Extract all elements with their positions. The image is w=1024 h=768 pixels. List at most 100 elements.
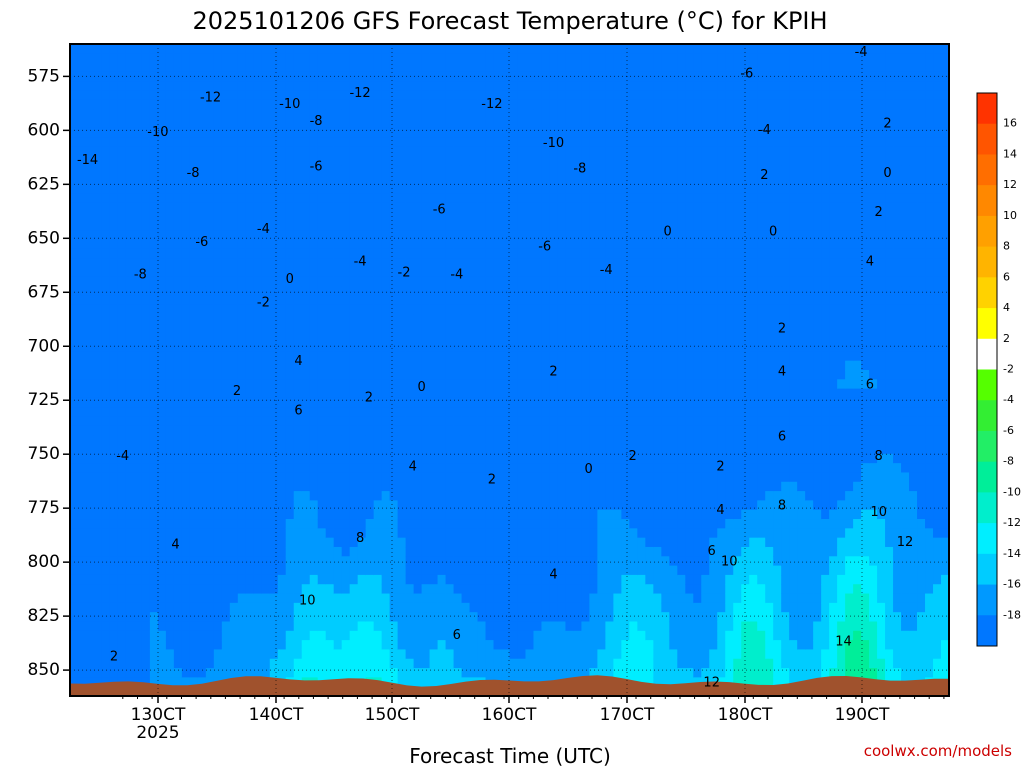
temp-cell [589, 370, 598, 380]
temp-cell [373, 109, 383, 120]
temp-cell [421, 509, 431, 520]
temp-cell [349, 258, 359, 269]
temp-cell [389, 174, 399, 185]
temp-cell [365, 220, 375, 231]
temp-cell [125, 658, 135, 669]
temp-cell [253, 407, 263, 418]
temp-cell [149, 53, 159, 64]
temp-cell [333, 174, 343, 185]
temp-cell [173, 565, 183, 576]
temp-cell [85, 668, 95, 678]
temp-cell [245, 81, 255, 92]
temp-cell [341, 53, 351, 64]
temp-cell [357, 453, 367, 464]
temp-cell [325, 71, 335, 82]
temp-cell [461, 99, 471, 110]
temp-cell [573, 537, 583, 548]
temp-cell [293, 491, 303, 501]
temp-cell [301, 127, 311, 138]
temp-cell [109, 509, 119, 520]
temp-cell [421, 109, 431, 120]
temp-cell [101, 444, 111, 455]
temp-cell [613, 276, 622, 287]
temp-cell [525, 220, 535, 231]
temp-cell [517, 332, 527, 343]
temp-cell [541, 407, 551, 418]
temp-cell [109, 668, 119, 678]
temp-cell [157, 556, 167, 567]
temp-cell [421, 248, 431, 259]
temp-cell [221, 342, 231, 352]
temp-cell [397, 127, 407, 138]
temp-cell [549, 444, 559, 455]
temp-cell [125, 71, 135, 82]
temp-cell [589, 453, 598, 464]
temp-cell [461, 44, 471, 54]
temp-cell [517, 220, 527, 231]
temp-cell [197, 165, 207, 175]
temp-cell [237, 491, 247, 501]
temp-cell [285, 472, 295, 483]
temp-cell [357, 491, 367, 501]
temp-cell [205, 304, 215, 315]
temp-cell [317, 481, 327, 492]
temp-cell [133, 230, 143, 241]
temp-cell [629, 481, 638, 492]
temp-cell [341, 109, 351, 120]
temp-cell [173, 258, 183, 269]
temp-cell [237, 640, 247, 651]
temp-cell [501, 528, 511, 539]
temp-cell [117, 640, 127, 651]
temp-cell [173, 332, 183, 343]
temp-cell [581, 276, 591, 287]
temp-cell [541, 491, 551, 501]
temp-cell [221, 90, 231, 101]
temp-cell [557, 435, 567, 446]
temp-cell [253, 463, 263, 474]
temp-cell [157, 537, 167, 548]
temp-cell [477, 286, 487, 297]
temp-cell [293, 537, 303, 548]
temp-cell [525, 286, 535, 297]
temp-cell [421, 276, 431, 287]
temp-cell [205, 248, 215, 259]
temp-cell [277, 351, 287, 362]
temp-cell [565, 416, 575, 427]
temp-cell [437, 351, 447, 362]
temp-cell [421, 360, 431, 371]
temp-cell [613, 202, 622, 213]
temp-cell [445, 537, 455, 548]
temp-cell [261, 509, 271, 520]
temp-cell [493, 44, 503, 54]
temp-cell [469, 379, 479, 390]
temp-cell [405, 220, 415, 231]
temp-cell [301, 425, 311, 436]
temp-cell [549, 53, 559, 64]
temp-cell [397, 62, 407, 73]
temp-cell [325, 388, 335, 399]
temp-cell [221, 53, 231, 64]
temp-cell [509, 593, 519, 604]
temp-cell [397, 342, 407, 352]
temp-cell [493, 481, 503, 492]
temp-cell [469, 481, 479, 492]
temp-cell [133, 53, 143, 64]
temp-cell [397, 593, 407, 604]
temp-cell [301, 584, 311, 595]
temp-cell [245, 574, 255, 585]
temp-cell [493, 71, 503, 82]
temp-cell [141, 379, 151, 390]
temp-cell [213, 453, 223, 464]
temp-cell [221, 286, 231, 297]
temp-cell [317, 183, 327, 194]
temp-cell [197, 360, 207, 371]
temp-cell [349, 44, 359, 54]
temp-cell [485, 668, 495, 678]
temp-cell [333, 640, 343, 651]
temp-cell [589, 99, 598, 110]
temp-cell [165, 351, 175, 362]
temp-cell [405, 397, 415, 408]
temp-cell [117, 44, 127, 54]
temp-cell [413, 71, 423, 82]
temp-cell [229, 584, 239, 595]
